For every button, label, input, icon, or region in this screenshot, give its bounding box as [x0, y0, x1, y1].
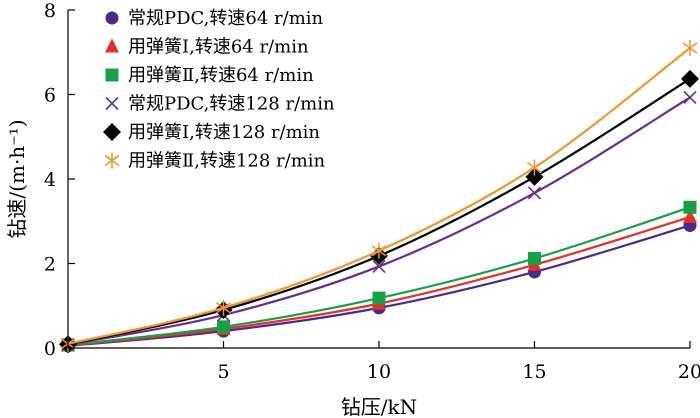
x-tick-label: 10 — [367, 361, 391, 383]
data-point — [682, 40, 698, 57]
legend-label: 用弹簧Ⅰ,转速64 r/min — [128, 37, 309, 58]
legend-label: 用弹簧Ⅱ,转速128 r/min — [128, 151, 326, 172]
legend-item: 用弹簧Ⅰ,转速64 r/min — [105, 37, 309, 58]
data-point — [681, 69, 699, 88]
legend-marker — [103, 123, 121, 141]
y-tick-label: 4 — [44, 169, 56, 191]
legend-item: 用弹簧Ⅰ,转速128 r/min — [103, 122, 320, 143]
series-6 — [60, 40, 698, 352]
data-point-stroke — [372, 259, 386, 274]
series-line — [67, 215, 691, 347]
x-tick-label: 20 — [678, 361, 700, 383]
series-layer — [59, 40, 699, 354]
data-point — [683, 200, 697, 214]
series-1 — [61, 218, 697, 353]
data-point-stroke — [216, 302, 231, 314]
legend-marker — [104, 152, 120, 169]
legend-item: 用弹簧Ⅱ,转速64 r/min — [105, 65, 314, 86]
data-point-stroke — [527, 186, 542, 200]
legend-item: 用弹簧Ⅱ,转速128 r/min — [104, 151, 326, 172]
y-tick-label: 0 — [44, 338, 56, 360]
legend-label: 用弹簧Ⅱ,转速64 r/min — [128, 65, 314, 86]
legend-label: 用弹簧Ⅰ,转速128 r/min — [128, 122, 320, 143]
data-point — [216, 299, 231, 316]
legend: 常规PDC,转速64 r/min 用弹簧Ⅰ,转速64 r/min 用弹簧Ⅱ,转速64… — [103, 8, 335, 172]
legend-marker-stroke — [104, 154, 120, 167]
data-point — [683, 209, 697, 224]
y-tick-label: 2 — [44, 254, 56, 276]
legend-marker — [105, 68, 119, 82]
data-point — [528, 251, 541, 265]
x-tick-label: 5 — [217, 361, 229, 383]
data-point-stroke — [371, 245, 387, 257]
data-point — [527, 159, 542, 176]
data-point — [372, 259, 386, 274]
legend-marker — [105, 11, 119, 25]
data-point — [372, 291, 386, 305]
legend-marker — [105, 96, 119, 111]
legend-marker-stroke — [105, 96, 119, 111]
data-point-stroke — [682, 42, 698, 54]
x-axis-title: 钻压/kN — [341, 395, 417, 418]
data-point — [525, 167, 544, 186]
y-tick-label: 8 — [44, 0, 56, 22]
series-line — [67, 47, 691, 345]
data-point — [217, 320, 230, 334]
data-point-stroke — [683, 90, 697, 105]
data-point — [527, 186, 542, 200]
data-point-stroke — [527, 161, 542, 174]
data-point — [371, 242, 387, 259]
legend-label: 常规PDC,转速128 r/min — [128, 94, 335, 115]
axes-layer: 5 10 15 20 0 2 4 6 8 — [44, 0, 700, 383]
legend-label: 常规PDC,转速64 r/min — [128, 8, 324, 29]
legend-item: 常规PDC,转速128 r/min — [105, 94, 335, 115]
x-tick-label: 15 — [522, 361, 546, 383]
legend-item: 常规PDC,转速64 r/min — [105, 8, 324, 29]
data-point — [683, 90, 697, 105]
legend-marker — [105, 38, 119, 53]
y-axis-title: 钻速/(m·h⁻¹) — [5, 119, 29, 238]
y-tick-label: 6 — [44, 85, 56, 107]
